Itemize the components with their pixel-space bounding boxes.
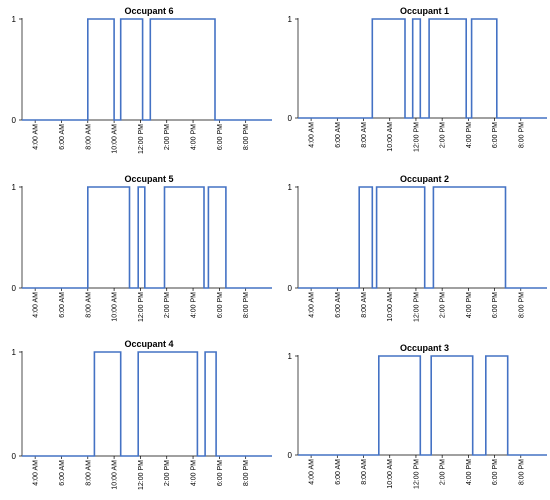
x-tick-label: 6:00 PM (217, 292, 224, 318)
y-tick-label: 1 (12, 15, 17, 24)
x-tick-label: 8:00 PM (243, 292, 250, 318)
x-tick-label: 4:00 PM (466, 292, 473, 318)
x-tick-label: 6:00 AM (335, 292, 342, 318)
x-tick-label: 8:00 AM (361, 122, 368, 148)
x-tick-label: 4:00 PM (466, 122, 473, 148)
x-tick-label: 2:00 PM (164, 124, 171, 150)
x-tick-label: 4:00 AM (309, 292, 316, 318)
x-tick-label: 6:00 AM (59, 460, 66, 486)
x-tick-label: 8:00 AM (85, 460, 92, 486)
chart-title: Occupant 2 (400, 174, 449, 184)
occupancy-series-line (22, 351, 272, 457)
chart-title: Occupant 5 (124, 174, 173, 184)
x-tick-label: 12:00 PM (138, 292, 145, 322)
x-tick-label: 6:00 AM (335, 459, 342, 485)
x-tick-label: 8:00 AM (361, 292, 368, 318)
chart-panel: Occupant 5 0 1 4:00 AM 6:00 AM 8:00 AM 10:00 A… (12, 174, 272, 322)
x-tick-label: 6:00 PM (217, 124, 224, 150)
y-tick-label: 0 (12, 284, 17, 293)
occupancy-series-line (298, 355, 547, 456)
y-tick-label: 0 (288, 114, 293, 123)
y-tick-label: 1 (12, 183, 17, 192)
chart-title: Occupant 4 (124, 339, 173, 349)
x-tick-label: 6:00 AM (335, 122, 342, 148)
x-tick-label: 6:00 PM (492, 292, 499, 318)
x-tick-label: 12:00 PM (413, 292, 420, 322)
occupancy-series-line (22, 186, 272, 289)
x-tick-label: 4:00 AM (33, 292, 40, 318)
y-tick-label: 0 (12, 116, 17, 125)
y-tick-label: 1 (288, 183, 293, 192)
y-tick-label: 1 (12, 348, 17, 357)
y-tick-label: 0 (12, 452, 17, 461)
x-tick-label: 10:00 AM (112, 292, 119, 322)
chart-panel: Occupant 3 0 1 4:00 AM 6:00 AM 8:00 AM 10:00 A… (288, 343, 547, 489)
y-tick-label: 0 (288, 451, 293, 460)
x-tick-label: 12:00 PM (413, 122, 420, 152)
x-tick-label: 12:00 PM (138, 124, 145, 154)
x-tick-label: 6:00 PM (492, 122, 499, 148)
chart-panel: Occupant 1 0 1 4:00 AM 6:00 AM 8:00 AM 10:00 A… (288, 6, 547, 152)
x-tick-label: 10:00 AM (387, 122, 394, 152)
x-tick-label: 4:00 AM (309, 459, 316, 485)
x-tick-label: 8:00 AM (85, 124, 92, 150)
x-tick-label: 8:00 PM (243, 460, 250, 486)
x-tick-label: 10:00 AM (112, 460, 119, 490)
y-tick-label: 1 (288, 15, 293, 24)
x-tick-label: 6:00 PM (217, 460, 224, 486)
occupancy-series-line (298, 186, 547, 289)
x-tick-label: 6:00 PM (492, 459, 499, 485)
x-tick-label: 4:00 PM (191, 292, 198, 318)
x-tick-label: 6:00 AM (59, 292, 66, 318)
x-tick-label: 2:00 PM (164, 292, 171, 318)
y-tick-label: 0 (288, 284, 293, 293)
x-tick-label: 8:00 PM (518, 122, 525, 148)
x-tick-label: 4:00 PM (466, 459, 473, 485)
x-tick-label: 12:00 PM (413, 459, 420, 489)
x-tick-label: 4:00 PM (191, 124, 198, 150)
x-tick-label: 8:00 PM (518, 459, 525, 485)
x-tick-label: 10:00 AM (387, 459, 394, 489)
chart-panel: Occupant 2 0 1 4:00 AM 6:00 AM 8:00 AM 10:00 A… (288, 174, 547, 322)
x-tick-label: 8:00 AM (361, 459, 368, 485)
x-tick-label: 4:00 AM (309, 122, 316, 148)
occupancy-series-line (298, 18, 547, 119)
x-tick-label: 8:00 PM (518, 292, 525, 318)
x-tick-label: 4:00 PM (191, 460, 198, 486)
x-tick-label: 8:00 AM (85, 292, 92, 318)
chart-title: Occupant 6 (124, 6, 173, 16)
x-tick-label: 12:00 PM (138, 460, 145, 490)
chart-title: Occupant 3 (400, 343, 449, 353)
x-tick-label: 4:00 AM (33, 460, 40, 486)
x-tick-label: 2:00 PM (440, 122, 447, 148)
x-tick-label: 8:00 PM (243, 124, 250, 150)
x-tick-label: 10:00 AM (112, 124, 119, 154)
occupancy-series-line (22, 18, 272, 121)
chart-panel: Occupant 6 0 1 4:00 AM 6:00 AM 8:00 AM 10:00 A… (12, 6, 272, 154)
x-tick-label: 2:00 PM (440, 459, 447, 485)
x-tick-label: 2:00 PM (440, 292, 447, 318)
chart-panel: Occupant 4 0 1 4:00 AM 6:00 AM 8:00 AM 10:00 A… (12, 339, 272, 490)
x-tick-label: 2:00 PM (164, 460, 171, 486)
chart-title: Occupant 1 (400, 6, 449, 16)
y-tick-label: 1 (288, 352, 293, 361)
x-tick-label: 10:00 AM (387, 292, 394, 322)
x-tick-label: 6:00 AM (59, 124, 66, 150)
x-tick-label: 4:00 AM (33, 124, 40, 150)
